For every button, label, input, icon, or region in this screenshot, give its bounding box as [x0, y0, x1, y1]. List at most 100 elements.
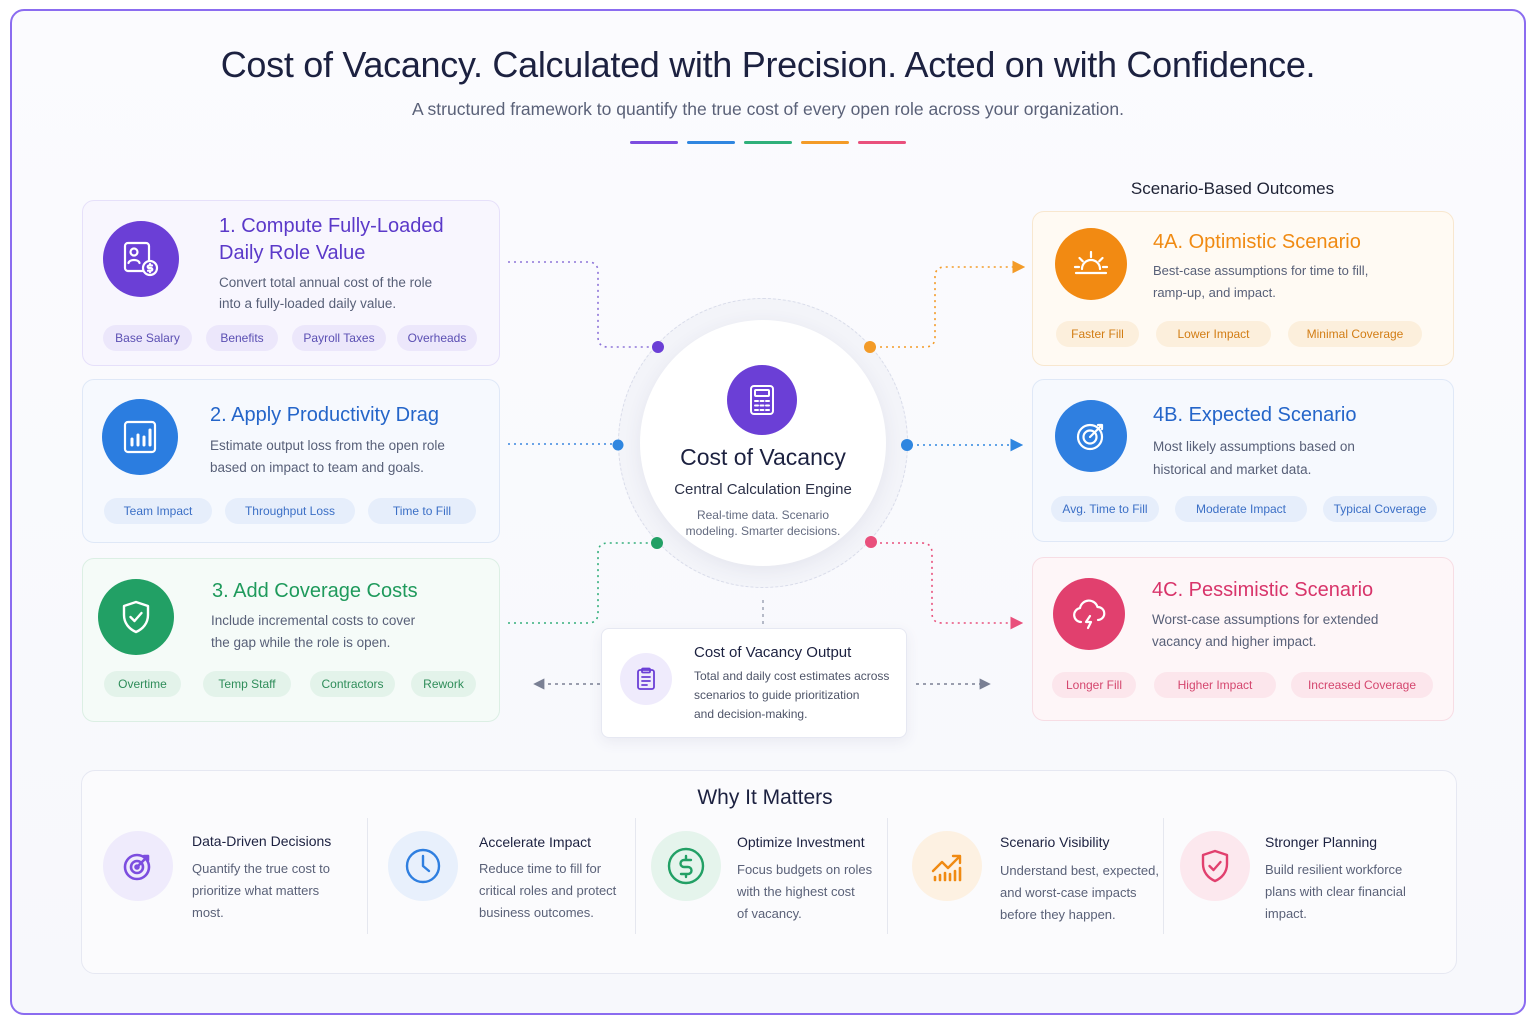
- scenario-optimistic-title: 4A. Optimistic Scenario: [1153, 231, 1361, 253]
- tag-overtime: Overtime: [104, 671, 181, 697]
- tag-team-impact: Team Impact: [104, 498, 212, 524]
- page-title: Cost of Vacancy. Calculated with Precisi…: [220, 44, 1316, 85]
- tag-lower-impact: Lower Impact: [1156, 321, 1271, 347]
- accent-dash-orange: [801, 141, 849, 144]
- tag-moderate-impact: Moderate Impact: [1175, 496, 1307, 522]
- why-1-desc: Quantify the true cost to prioritize wha…: [192, 858, 330, 924]
- why-1-head: Data-Driven Decisions: [192, 833, 332, 849]
- storm-cloud-icon: [1053, 578, 1125, 650]
- engine-subtitle: Central Calculation Engine: [674, 481, 852, 498]
- why-4-desc-line2: and worst-case impacts: [1000, 885, 1137, 900]
- step-2-title: 2. Apply Productivity Drag: [210, 404, 439, 426]
- why-3-desc-line1: Focus budgets on roles: [737, 862, 873, 877]
- tag-higher-impact: Higher Impact: [1154, 672, 1276, 698]
- clock-icon: [388, 831, 458, 901]
- step-1-title-line1: 1. Compute Fully-Loaded: [219, 215, 444, 237]
- step-3-title: 3. Add Coverage Costs: [212, 580, 418, 602]
- why-5-desc-line1: Build resilient workforce: [1265, 862, 1403, 877]
- accent-dash-pink: [858, 141, 906, 144]
- accent-dash-purple: [630, 141, 678, 144]
- why-4-head: Scenario Visibility: [1000, 834, 1110, 850]
- bar-chart-icon: [102, 399, 178, 475]
- id-card-dollar-icon: [103, 221, 179, 297]
- why-divider-4: [1163, 818, 1164, 934]
- why-5-desc-line2: plans with clear financial: [1265, 884, 1406, 899]
- accent-dash-green: [744, 141, 792, 144]
- why-1-desc-line3: most.: [192, 905, 224, 920]
- why-1-desc-line2: prioritize what matters: [192, 883, 320, 898]
- scenario-expected-title: 4B. Expected Scenario: [1153, 404, 1357, 426]
- tag-minimal-coverage: Minimal Coverage: [1288, 321, 1422, 347]
- scenario-pessimistic-title: 4C. Pessimistic Scenario: [1152, 579, 1374, 601]
- why-3-desc-line3: of vacancy.: [737, 906, 802, 921]
- trend-chart-icon: [912, 831, 982, 901]
- tag-benefits: Benefits: [206, 325, 278, 351]
- tag-typical-coverage: Typical Coverage: [1323, 496, 1437, 522]
- tag-base-salary: Base Salary: [103, 325, 192, 351]
- step-1-desc-line1: Convert total annual cost of the role: [219, 275, 433, 290]
- shield-check-icon: [1180, 831, 1250, 901]
- tag-time-to-fill: Time to Fill: [368, 498, 476, 524]
- tag-faster-fill: Faster Fill: [1056, 321, 1139, 347]
- calculator-icon: [727, 365, 797, 435]
- why-5-desc: Build resilient workforce plans with cle…: [1265, 859, 1406, 925]
- tag-rework: Rework: [411, 671, 476, 697]
- tag-avg-time-to-fill: Avg. Time to Fill: [1051, 496, 1159, 522]
- why-3-head: Optimize Investment: [737, 834, 865, 850]
- accent-dash-blue: [687, 141, 735, 144]
- step-2-desc-line2: based on impact to team and goals.: [210, 460, 424, 475]
- why-2-desc-line3: business outcomes.: [479, 905, 594, 920]
- tag-temp-staff: Temp Staff: [203, 671, 291, 697]
- scenario-pessimistic-desc-line1: Worst-case assumptions for extended: [1152, 612, 1379, 627]
- sunrise-icon: [1055, 228, 1127, 300]
- tag-increased-coverage: Increased Coverage: [1291, 672, 1433, 698]
- why-divider-3: [887, 818, 888, 934]
- tag-payroll-taxes: Payroll Taxes: [292, 325, 386, 351]
- why-it-matters-title: Why It Matters: [697, 786, 833, 809]
- why-2-head: Accelerate Impact: [479, 834, 592, 850]
- output-desc: Total and daily cost estimates across sc…: [694, 667, 899, 724]
- why-3-desc: Focus budgets on roles with the highest …: [737, 859, 872, 925]
- step-2-desc-line1: Estimate output loss from the open role: [210, 438, 445, 453]
- why-divider-1: [367, 818, 368, 934]
- engine-desc-line1: Real-time data. Scenario: [696, 508, 830, 522]
- tag-overheads: Overheads: [397, 325, 477, 351]
- outcomes-heading: Scenario-Based Outcomes: [1130, 179, 1335, 198]
- scenario-pessimistic-desc-line2: vacancy and higher impact.: [1152, 634, 1317, 649]
- why-5-desc-line3: impact.: [1265, 906, 1307, 921]
- target-arrow-icon: [1055, 400, 1127, 472]
- why-4-desc-line1: Understand best, expected,: [1000, 863, 1159, 878]
- engine-desc-line2: modeling. Smarter decisions.: [685, 524, 841, 538]
- page-subtitle: A structured framework to quantify the t…: [411, 99, 1125, 119]
- step-1-desc-line2: into a fully-loaded daily value.: [219, 296, 397, 311]
- why-divider-2: [635, 818, 636, 934]
- tag-contractors: Contractors: [310, 671, 395, 697]
- output-desc-line3: and decision-making.: [694, 707, 808, 721]
- output-desc-line1: Total and daily cost estimates across: [694, 669, 890, 683]
- dollar-icon: [651, 831, 721, 901]
- target-icon: [103, 831, 173, 901]
- why-2-desc-line1: Reduce time to fill for: [479, 861, 602, 876]
- clipboard-icon: [620, 653, 672, 705]
- engine-desc: Real-time data. Scenario modeling. Smart…: [663, 507, 863, 539]
- why-4-desc: Understand best, expected, and worst-cas…: [1000, 860, 1159, 926]
- shield-check-icon: [98, 579, 174, 655]
- why-3-desc-line2: with the highest cost: [737, 884, 855, 899]
- scenario-expected-desc-line1: Most likely assumptions based on: [1153, 439, 1355, 454]
- engine-title: Cost of Vacancy: [680, 444, 846, 470]
- output-desc-line2: scenarios to guide prioritization: [694, 688, 860, 702]
- output-title: Cost of Vacancy Output: [694, 644, 852, 661]
- tag-longer-fill: Longer Fill: [1052, 672, 1136, 698]
- step-3-desc-line2: the gap while the role is open.: [211, 635, 391, 650]
- engine-disc: [640, 320, 886, 566]
- scenario-optimistic-desc-line1: Best-case assumptions for time to fill,: [1153, 263, 1369, 278]
- step-1-title-line2: Daily Role Value: [219, 242, 366, 264]
- tag-throughput-loss: Throughput Loss: [225, 498, 355, 524]
- scenario-expected-desc-line2: historical and market data.: [1153, 462, 1312, 477]
- why-2-desc: Reduce time to fill for critical roles a…: [479, 858, 616, 924]
- why-2-desc-line2: critical roles and protect: [479, 883, 617, 898]
- scenario-optimistic-desc-line2: ramp-up, and impact.: [1153, 285, 1276, 300]
- why-4-desc-line3: before they happen.: [1000, 907, 1116, 922]
